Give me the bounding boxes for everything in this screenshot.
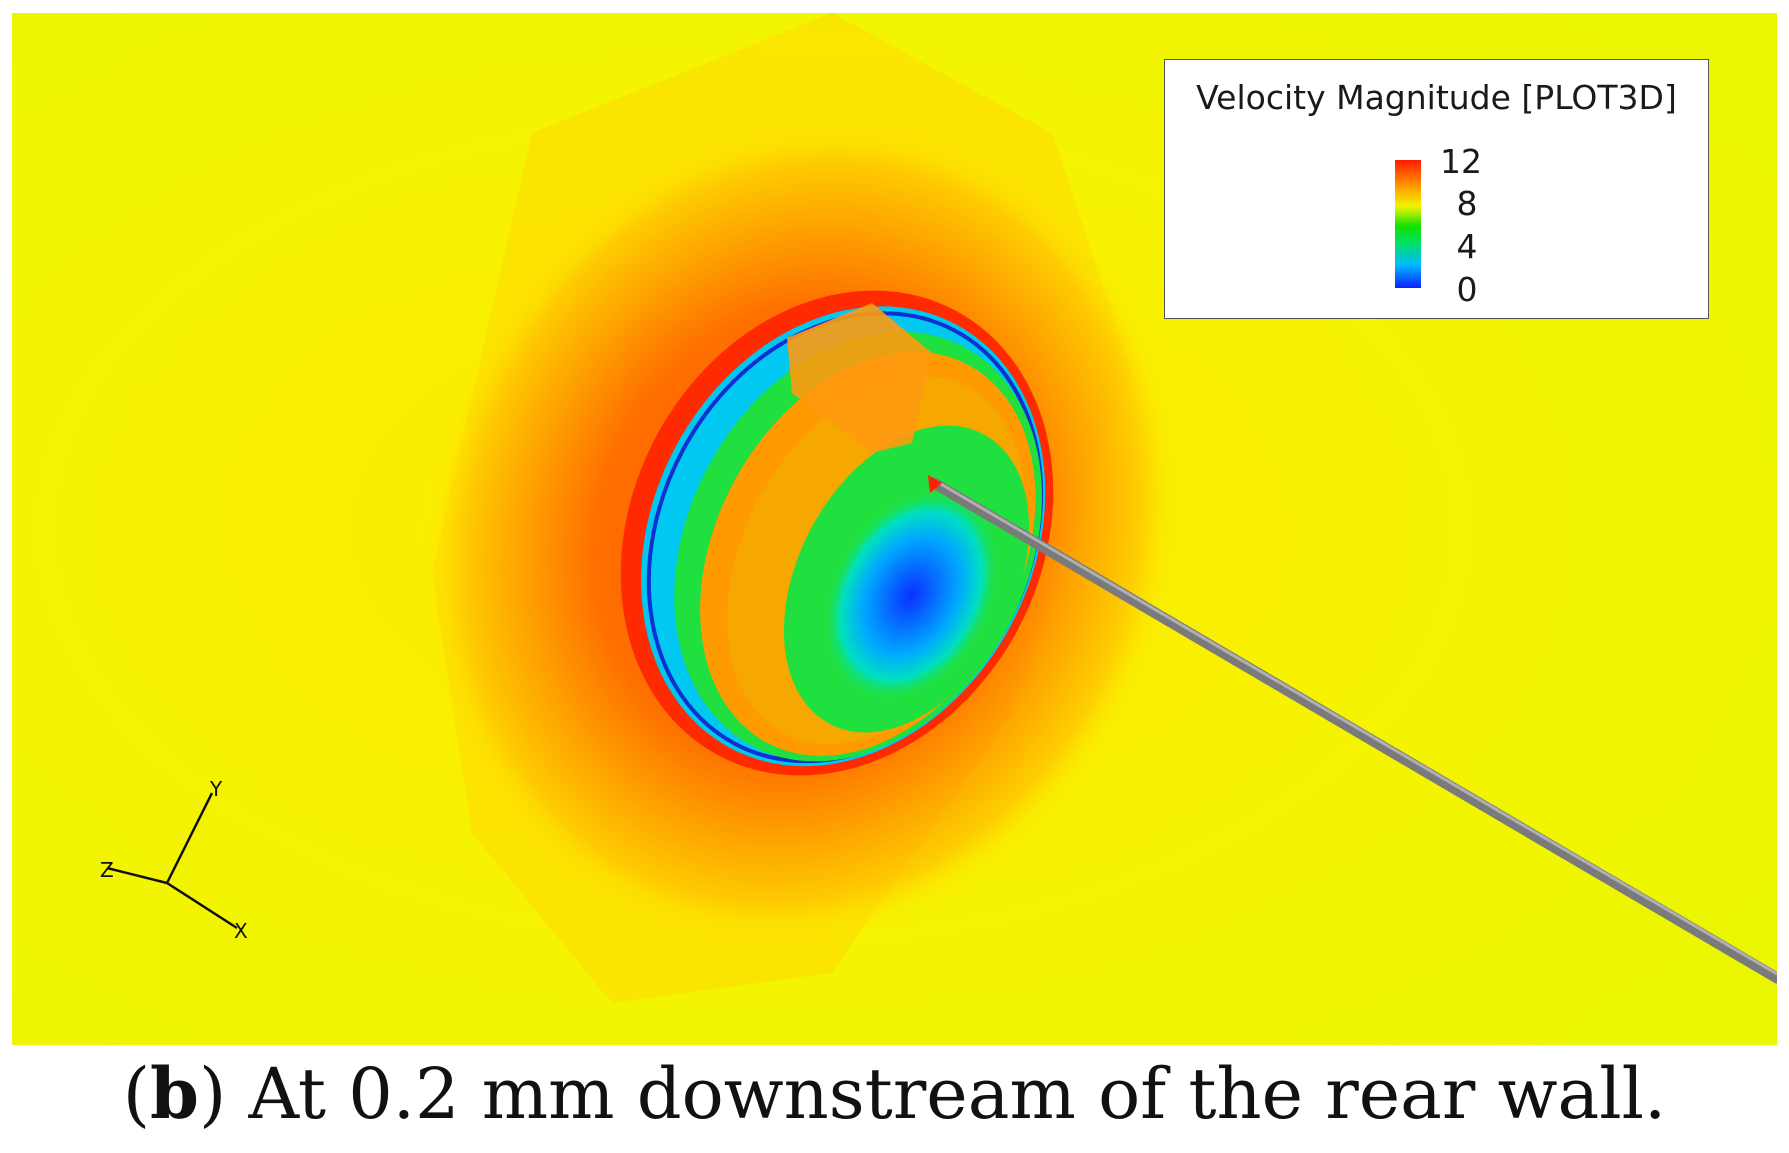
- disc: [620, 290, 1054, 776]
- caption-text: ) At 0.2 mm downstream of the rear wall.: [198, 1053, 1667, 1135]
- velocity-contour-figure: Y Z X Velocity Magnitude [PLOT3D] 12 8 4…: [12, 13, 1777, 1045]
- z-axis-label: Z: [100, 858, 114, 882]
- axes-triad: [106, 792, 238, 930]
- y-axis-line: [165, 792, 214, 884]
- probe-rod-highlight: [933, 478, 1777, 976]
- x-axis-line: [166, 881, 238, 930]
- legend-title: Velocity Magnitude [PLOT3D]: [1196, 78, 1677, 117]
- legend-tick-0: 0: [1456, 270, 1478, 309]
- color-legend: Velocity Magnitude [PLOT3D] 12 8 4 0: [1164, 59, 1709, 319]
- legend-color-bar: [1395, 160, 1421, 288]
- caption-panel-letter: b: [150, 1052, 199, 1135]
- disc-orange-patch: [787, 303, 932, 453]
- probe-tip: [928, 475, 942, 493]
- legend-tick-12: 12: [1440, 142, 1482, 181]
- z-axis-line: [106, 866, 168, 885]
- x-axis-label: X: [234, 919, 248, 943]
- figure-caption: (b) At 0.2 mm downstream of the rear wal…: [0, 1052, 1789, 1135]
- y-axis-label: Y: [209, 777, 223, 801]
- caption-open-paren: (: [122, 1053, 151, 1135]
- legend-tick-8: 8: [1456, 184, 1478, 223]
- legend-tick-4: 4: [1456, 227, 1478, 266]
- probe-rod: [928, 477, 1777, 984]
- disc-blue-core: [823, 489, 1000, 702]
